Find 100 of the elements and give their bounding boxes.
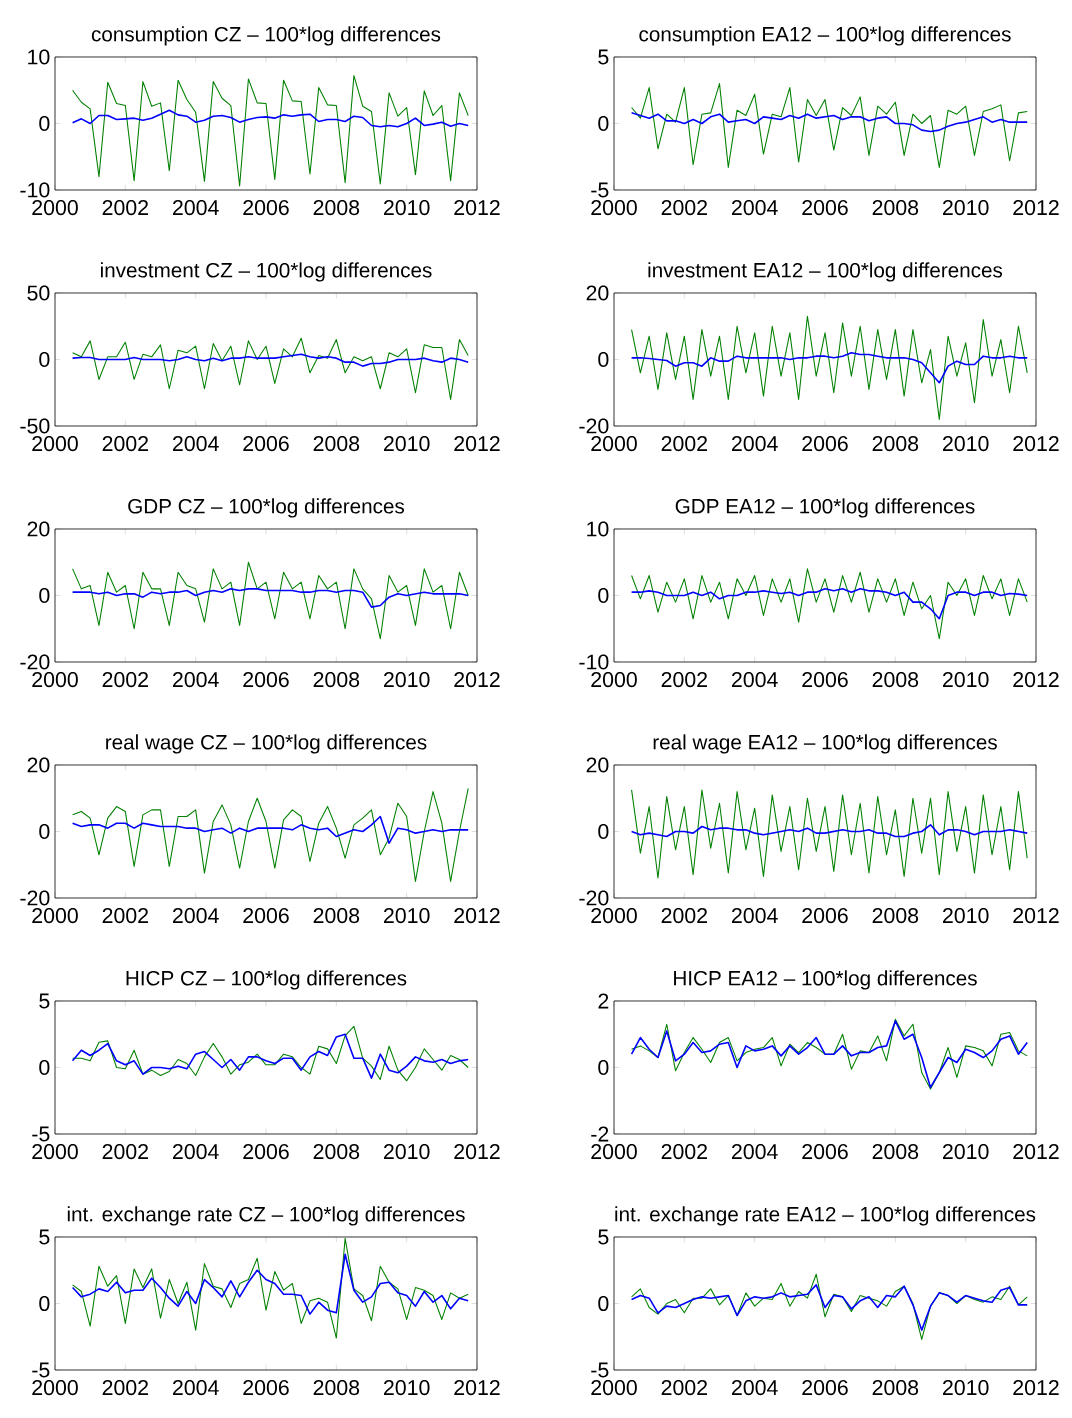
x-tick-label: 2010 (943, 1144, 989, 1160)
x-tick-label: 2012 (454, 908, 500, 924)
x-tick-label: 2012 (454, 1144, 500, 1160)
x-tick-label: 2004 (173, 1380, 219, 1396)
x-tick-label: 2008 (872, 672, 919, 688)
x-tick-label: 2008 (313, 672, 360, 688)
chart-title: investment EA12 – 100*log differences (648, 262, 1003, 282)
chart-title: int. exchange rate CZ – 100*log differences (67, 1206, 465, 1226)
x-tick-label: 2000 (32, 672, 78, 688)
line-series (631, 789, 1028, 879)
y-tick-label: 50 (27, 285, 50, 301)
line-series (71, 1033, 470, 1079)
y-tick-label: 5 (598, 49, 609, 65)
x-tick-label: 2006 (243, 672, 289, 688)
x-tick-label: 2004 (732, 908, 778, 924)
chart-title: consumption CZ – 100*log differences (91, 26, 441, 46)
x-tick-label: 2010 (384, 436, 430, 452)
y-tick-label: -5 (32, 1362, 50, 1378)
x-tick-label: 2012 (1013, 1380, 1059, 1396)
x-tick-label: 2000 (591, 436, 637, 452)
x-tick-label: 2006 (802, 436, 848, 452)
x-tick-label: 2006 (243, 200, 289, 216)
x-tick-label: 2008 (313, 200, 360, 216)
y-tick-label: 0 (39, 823, 50, 840)
x-tick-label: 2006 (802, 908, 848, 924)
y-tick-label: 5 (39, 993, 50, 1009)
chart-title: real wage CZ – 100*log differences (106, 734, 427, 754)
x-tick-label: 2006 (802, 1380, 848, 1396)
x-tick-label: 2010 (943, 1380, 989, 1396)
x-tick-label: 2004 (732, 1380, 778, 1396)
x-tick-label: 2008 (872, 1380, 919, 1396)
x-tick-label: 2004 (173, 200, 219, 216)
chart-title: GDP EA12 – 100*log differences (675, 498, 975, 518)
x-tick-label: 2004 (173, 1144, 219, 1160)
y-tick-label: 20 (27, 757, 50, 773)
y-tick-label: -20 (20, 654, 50, 670)
y-tick-label: 5 (598, 1229, 609, 1245)
line-series (72, 787, 469, 882)
x-tick-label: 2004 (732, 1144, 778, 1160)
line-series (630, 1284, 1029, 1331)
y-tick-label: -2 (591, 1126, 609, 1142)
x-tick-label: 2006 (243, 436, 289, 452)
x-tick-label: 2012 (454, 1380, 500, 1396)
x-tick-label: 2004 (173, 908, 219, 924)
x-tick-label: 2000 (32, 1144, 78, 1160)
x-tick-label: 2006 (243, 1380, 289, 1396)
x-tick-label: 2002 (102, 436, 148, 452)
chart-title: investment CZ – 100*log differences (101, 262, 432, 282)
x-tick-label: 2002 (661, 1380, 707, 1396)
x-tick-label: 2000 (591, 672, 637, 688)
x-tick-label: 2008 (872, 436, 919, 452)
y-tick-label: -10 (579, 654, 609, 670)
y-tick-label: 0 (598, 1295, 609, 1312)
x-tick-label: 2002 (661, 908, 707, 924)
x-tick-label: 2008 (313, 436, 360, 452)
x-tick-label: 2012 (454, 672, 500, 688)
y-tick-label: -5 (591, 1362, 609, 1378)
x-tick-label: 2006 (802, 1144, 848, 1160)
x-tick-label: 2000 (32, 200, 78, 216)
x-tick-label: 2004 (173, 672, 219, 688)
x-tick-label: 2012 (1013, 436, 1059, 452)
x-tick-label: 2002 (661, 1144, 707, 1160)
y-tick-label: 0 (598, 823, 609, 840)
y-tick-label: -10 (20, 182, 50, 198)
x-tick-label: 2008 (313, 1144, 360, 1160)
line-series (72, 561, 469, 640)
y-tick-label: 0 (598, 587, 609, 604)
y-tick-label: 0 (39, 1059, 50, 1076)
chart-title: int. exchange rate EA12 – 100*log differences (615, 1206, 1036, 1226)
y-tick-label: 0 (39, 1295, 50, 1312)
x-tick-label: 2000 (591, 1380, 637, 1396)
x-tick-label: 2010 (943, 436, 989, 452)
x-tick-label: 2000 (591, 200, 637, 216)
x-tick-label: 2012 (454, 436, 500, 452)
x-tick-label: 2002 (102, 672, 148, 688)
x-tick-label: 2012 (1013, 908, 1059, 924)
x-tick-label: 2000 (591, 1144, 637, 1160)
x-tick-label: 2002 (661, 672, 707, 688)
line-series (71, 1253, 470, 1315)
x-tick-label: 2000 (591, 908, 637, 924)
y-tick-label: 0 (39, 115, 50, 132)
x-tick-label: 2006 (802, 672, 848, 688)
y-tick-label: 20 (586, 285, 609, 301)
x-tick-label: 2000 (32, 1380, 78, 1396)
y-tick-label: 0 (598, 351, 609, 368)
x-tick-label: 2002 (102, 1380, 148, 1396)
x-tick-label: 2008 (872, 908, 919, 924)
x-tick-label: 2002 (102, 1144, 148, 1160)
x-tick-label: 2012 (1013, 672, 1059, 688)
y-tick-label: -20 (579, 418, 609, 434)
y-tick-label: -20 (20, 890, 50, 906)
y-tick-label: 20 (586, 757, 609, 773)
x-tick-label: 2000 (32, 908, 78, 924)
x-tick-label: 2004 (173, 436, 219, 452)
x-tick-label: 2002 (102, 908, 148, 924)
y-tick-label: -5 (32, 1126, 50, 1142)
y-tick-label: 0 (598, 115, 609, 132)
y-tick-label: 0 (39, 587, 50, 604)
y-tick-label: 0 (39, 351, 50, 368)
line-series (72, 75, 469, 187)
